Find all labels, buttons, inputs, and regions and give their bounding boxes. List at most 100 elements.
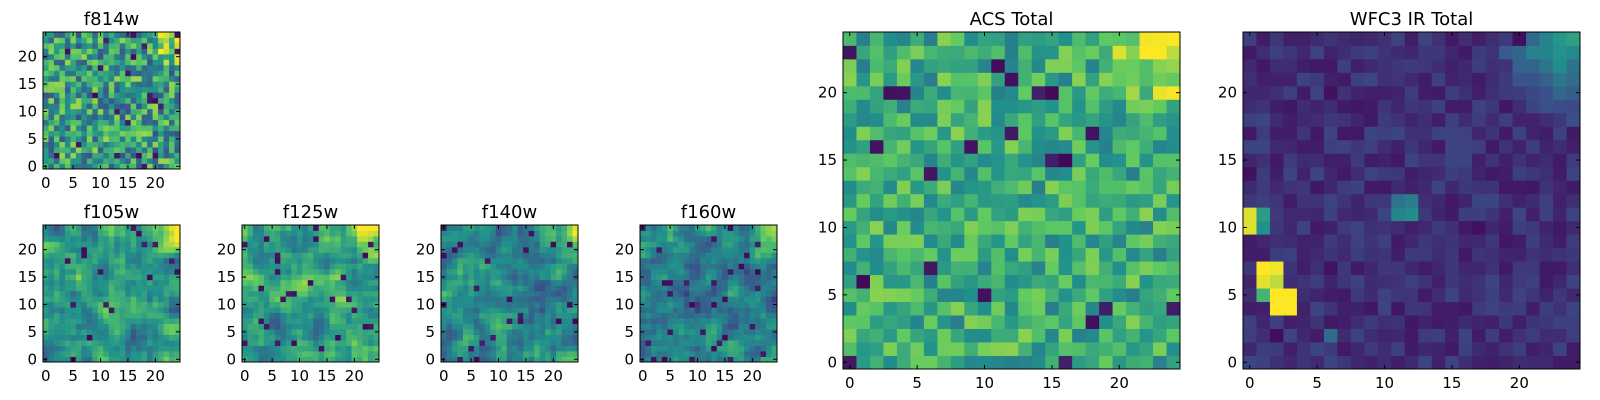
heatmap-cell xyxy=(1256,328,1271,343)
heatmap-cell xyxy=(550,307,557,314)
heatmap-cell xyxy=(1153,274,1167,289)
heatmap-cell xyxy=(683,334,690,341)
heatmap-cell xyxy=(523,263,530,270)
heatmap-cell xyxy=(1112,193,1127,208)
heatmap-cell xyxy=(141,241,148,248)
heatmap-cell xyxy=(896,342,911,356)
heatmap-cell xyxy=(70,119,77,126)
heatmap-cell xyxy=(749,268,756,275)
heatmap-cell xyxy=(346,257,352,264)
heatmap-cell xyxy=(1539,99,1554,114)
heatmap-cell xyxy=(473,345,480,352)
heatmap-cell xyxy=(108,125,115,132)
heatmap-cell xyxy=(318,318,325,325)
heatmap-cell xyxy=(716,263,723,270)
heatmap-cell xyxy=(937,220,952,235)
heatmap-cell xyxy=(136,263,143,270)
heatmap-cell xyxy=(169,257,175,264)
heatmap-cell xyxy=(1166,220,1181,235)
heatmap-cell xyxy=(1004,32,1019,46)
heatmap-cell xyxy=(1350,355,1365,370)
x-tick-label: 15 xyxy=(317,367,336,385)
heatmap-cell xyxy=(1391,220,1406,235)
heatmap-cell xyxy=(48,64,55,71)
heatmap-cell xyxy=(1472,139,1487,154)
heatmap-cell xyxy=(1377,166,1392,181)
heatmap-cell xyxy=(357,351,363,357)
heatmap-cell xyxy=(733,323,740,330)
heatmap-cell xyxy=(147,285,153,292)
heatmap-cell xyxy=(1566,301,1581,316)
heatmap-cell xyxy=(738,307,745,314)
heatmap-cell xyxy=(694,230,701,237)
heatmap-cell xyxy=(1364,234,1379,249)
heatmap-cell xyxy=(53,268,60,275)
heatmap-cell xyxy=(1364,355,1379,370)
heatmap-cell xyxy=(141,81,148,88)
heatmap-cell xyxy=(484,301,491,308)
heatmap-cell xyxy=(324,351,331,357)
heatmap-cell xyxy=(755,274,761,281)
heatmap-cell xyxy=(1404,72,1419,87)
heatmap-cell xyxy=(119,152,126,159)
heatmap-cell xyxy=(43,119,49,126)
heatmap-cell xyxy=(108,152,115,159)
heatmap-cell xyxy=(561,225,568,231)
heatmap-cell xyxy=(722,285,729,292)
heatmap-cell xyxy=(70,241,77,248)
heatmap-cell xyxy=(373,241,380,248)
heatmap-cell xyxy=(346,307,352,314)
heatmap-cell xyxy=(340,301,347,308)
heatmap-cell xyxy=(656,257,663,264)
heatmap-cell xyxy=(1458,180,1473,195)
heatmap-cell xyxy=(738,290,745,297)
heatmap-cell xyxy=(462,318,469,325)
heatmap-cell xyxy=(1485,139,1500,154)
heatmap-cell xyxy=(1139,58,1154,73)
heatmap-cell xyxy=(1364,99,1379,114)
heatmap-cell xyxy=(490,290,497,297)
heatmap-cell xyxy=(883,342,898,356)
heatmap-cell xyxy=(252,235,259,242)
heatmap-cell xyxy=(1018,207,1033,222)
heatmap-cell xyxy=(302,263,309,270)
heatmap-cell xyxy=(667,307,674,314)
heatmap-cell xyxy=(324,257,331,264)
heatmap-cell xyxy=(48,158,55,164)
heatmap-cell xyxy=(678,235,685,242)
heatmap-cell xyxy=(59,351,66,357)
heatmap-cell xyxy=(501,290,508,297)
heatmap-cell xyxy=(169,75,175,82)
heatmap-cell xyxy=(534,334,541,341)
heatmap-cell xyxy=(1499,99,1513,114)
heatmap-cell xyxy=(506,318,513,325)
heatmap-cell xyxy=(125,279,132,286)
heatmap-cell xyxy=(937,193,952,208)
heatmap-cell xyxy=(43,97,49,104)
heatmap-cell xyxy=(567,345,573,352)
heatmap-cell xyxy=(843,180,857,195)
heatmap-cell xyxy=(81,225,88,231)
heatmap-cell xyxy=(1458,261,1473,276)
heatmap-cell xyxy=(1126,301,1140,316)
heatmap-cell xyxy=(362,235,369,242)
heatmap-cell xyxy=(53,53,60,60)
heatmap-cell xyxy=(512,230,519,237)
heatmap-cell xyxy=(152,252,159,259)
heatmap-cell xyxy=(114,97,121,104)
heatmap-cell xyxy=(1085,301,1100,316)
heatmap-cell xyxy=(351,351,358,357)
heatmap-cell xyxy=(92,64,99,71)
heatmap-cell xyxy=(484,274,491,281)
heatmap-cell xyxy=(169,42,175,49)
heatmap-cell xyxy=(1126,207,1140,222)
heatmap-cell xyxy=(1112,99,1127,114)
heatmap-cell xyxy=(147,334,153,341)
heatmap-cell xyxy=(473,252,480,259)
x-tick-label: 15 xyxy=(516,367,535,385)
heatmap-cell xyxy=(97,268,104,275)
heatmap-cell xyxy=(302,268,309,275)
heatmap-cell xyxy=(280,345,287,352)
heatmap-cell xyxy=(1485,126,1500,141)
heatmap-cell xyxy=(1296,126,1311,141)
